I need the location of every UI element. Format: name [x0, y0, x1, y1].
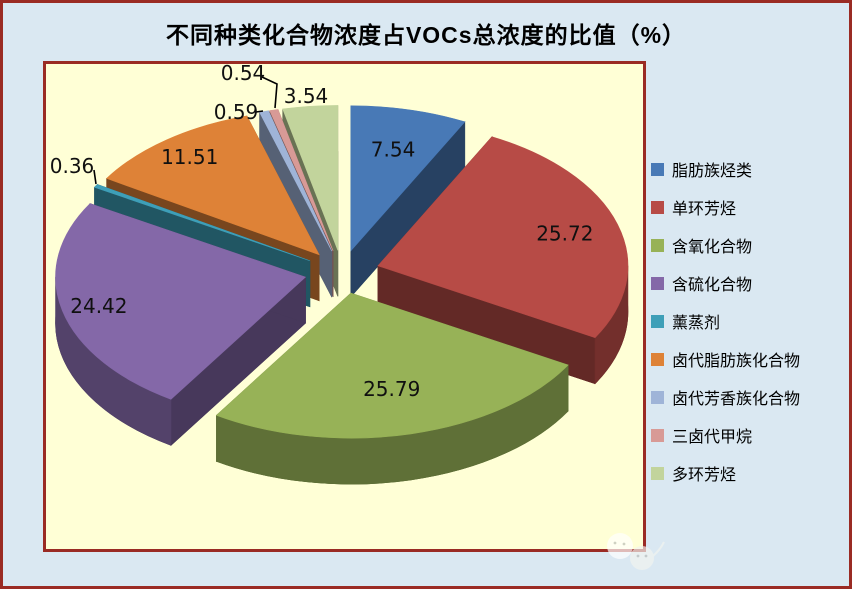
- legend-label: 三卤代甲烷: [672, 429, 753, 446]
- legend-item: 卤代芳香族化合物: [651, 378, 800, 416]
- legend-label: 卤代芳香族化合物: [672, 391, 801, 408]
- legend-label: 卤代脂肪族化合物: [672, 353, 801, 370]
- plot-area: [43, 61, 646, 552]
- legend-swatch: [651, 238, 664, 252]
- legend-item: 单环芳烃: [651, 188, 800, 226]
- watermark-face-icon: [630, 546, 654, 570]
- legend-swatch: [651, 390, 664, 404]
- legend-item: 含氧化合物: [651, 226, 800, 264]
- legend-swatch: [651, 276, 664, 290]
- legend-item: 卤代脂肪族化合物: [651, 340, 800, 378]
- legend-item: 多环芳烃: [651, 454, 800, 492]
- legend-label: 多环芳烃: [672, 467, 737, 484]
- legend-label: 单环芳烃: [672, 201, 737, 218]
- legend-label: 含硫化合物: [672, 277, 753, 294]
- legend-label: 含氧化合物: [672, 239, 753, 256]
- legend-swatch: [651, 162, 664, 176]
- legend: 脂肪族烃类单环芳烃含氧化合物含硫化合物薰蒸剂卤代脂肪族化合物 卤代芳香族化合物 三卤…: [651, 150, 800, 492]
- legend-item: 薰蒸剂: [651, 302, 800, 340]
- legend-item: 含硫化合物: [651, 264, 800, 302]
- legend-swatch: [651, 428, 664, 442]
- legend-label: 薰蒸剂: [672, 315, 721, 332]
- watermark: [607, 533, 665, 570]
- legend-label: 脂肪族烃类: [672, 163, 753, 180]
- chart-title: 不同种类化合物浓度占VOCs总浓度的比值（%）: [165, 22, 687, 48]
- legend-swatch: [651, 200, 664, 214]
- legend-swatch: [651, 466, 664, 480]
- legend-swatch: [651, 314, 664, 328]
- legend-item: 三卤代甲烷: [651, 416, 800, 454]
- legend-swatch: [651, 352, 664, 366]
- legend-item: 脂肪族烃类: [651, 150, 800, 188]
